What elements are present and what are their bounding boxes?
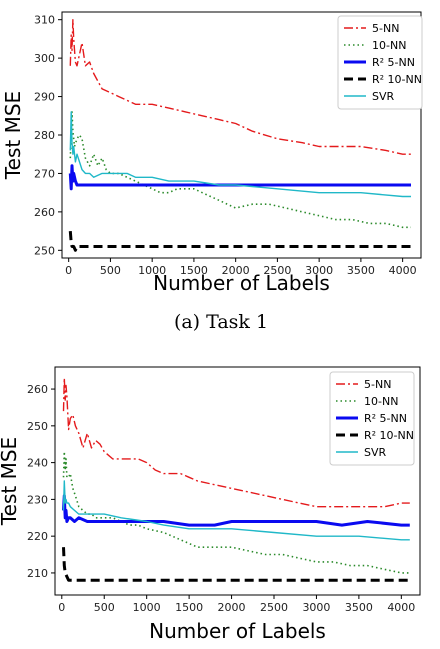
y-axis-label: Test MSE — [0, 437, 21, 526]
y-tick-label: 230 — [27, 493, 48, 506]
y-tick-label: 250 — [27, 420, 48, 433]
y-tick-label: 310 — [34, 14, 55, 27]
x-tick-label: 3000 — [305, 264, 333, 277]
legend-label: 5-NN — [372, 22, 399, 35]
series-lines — [62, 377, 410, 582]
x-tick-label: 0 — [58, 601, 65, 614]
series-line-1 — [62, 450, 410, 574]
x-tick-label: 1500 — [180, 264, 208, 277]
x-tick-label: 2000 — [222, 264, 250, 277]
series-lines — [68, 19, 411, 252]
y-tick-label: 260 — [34, 206, 55, 219]
chart-task-1: 0 500 1000 1500 2000 2500 3000 3500 4000 250 260 27… — [1, 11, 423, 295]
legend-label: R² 10-NN — [364, 429, 414, 442]
x-tick-label: 1000 — [138, 264, 166, 277]
legend-label: R² 5-NN — [372, 56, 415, 69]
y-tick-label: 250 — [34, 244, 55, 257]
x-tick-label: 3000 — [302, 601, 330, 614]
x-tick-label: 500 — [94, 601, 115, 614]
legend: 5-NN 10-NN R² 5-NN R² 10-NN SVR — [329, 371, 415, 466]
axes-frame — [54, 366, 421, 596]
y-tick-label: 220 — [27, 530, 48, 543]
caption-task-1: (a) Task 1 — [174, 311, 268, 333]
legend-label: 10-NN — [364, 395, 398, 408]
chart-task-2: 0 500 1000 1500 2000 2500 3000 3500 4000 210 220 23… — [0, 366, 421, 643]
x-tick-label: 3500 — [347, 264, 375, 277]
legend-label: R² 5-NN — [364, 412, 407, 425]
series-line-0 — [69, 19, 411, 155]
legend-box — [329, 371, 415, 466]
series-line-2 — [62, 494, 410, 527]
series-line-4 — [62, 480, 410, 541]
legend: 5-NN 10-NN R² 5-NN R² 10-NN SVR — [337, 15, 423, 110]
legend-label: 10-NN — [372, 39, 406, 52]
legend-box — [337, 15, 423, 110]
x-axis-label: Number of Labels — [149, 619, 326, 643]
x-tick-label: 1000 — [133, 601, 161, 614]
legend-label: 5-NN — [364, 378, 391, 391]
x-tick-label: 4000 — [387, 601, 415, 614]
series-line-3 — [68, 230, 411, 252]
x-tick-label: 1500 — [175, 601, 203, 614]
y-tick-label: 300 — [34, 52, 55, 65]
series-line-4 — [69, 111, 411, 198]
legend-label: SVR — [372, 90, 395, 103]
x-tick-label: 4000 — [389, 264, 417, 277]
series-line-1 — [69, 111, 411, 229]
x-tick-label: 0 — [65, 264, 72, 277]
series-line-2 — [68, 164, 411, 191]
series-line-3 — [62, 547, 410, 582]
x-tick-label: 2500 — [260, 601, 288, 614]
y-tick-label: 260 — [27, 383, 48, 396]
y-tick-label: 280 — [34, 129, 55, 142]
y-axis-label: Test MSE — [1, 91, 25, 180]
legend-label: SVR — [364, 446, 387, 459]
x-tick-label: 500 — [100, 264, 121, 277]
x-tick-label: 2500 — [263, 264, 291, 277]
y-tick-label: 270 — [34, 167, 55, 180]
y-tick-label: 290 — [34, 91, 55, 104]
x-axis-label: Number of Labels — [153, 271, 330, 295]
x-tick-label: 3500 — [345, 601, 373, 614]
x-tick-label: 2000 — [218, 601, 246, 614]
legend-label: R² 10-NN — [372, 73, 422, 86]
y-tick-label: 240 — [27, 457, 48, 470]
series-line-0 — [62, 377, 410, 508]
y-tick-label: 210 — [27, 567, 48, 580]
